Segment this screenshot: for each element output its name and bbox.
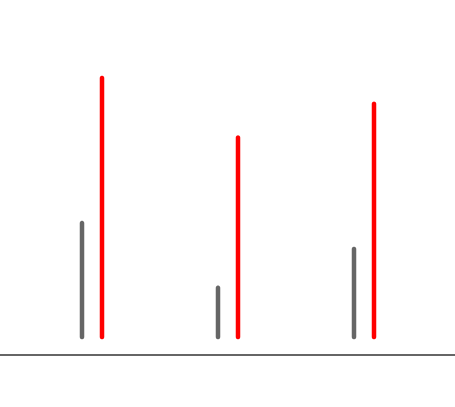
bars-group <box>79 75 377 340</box>
